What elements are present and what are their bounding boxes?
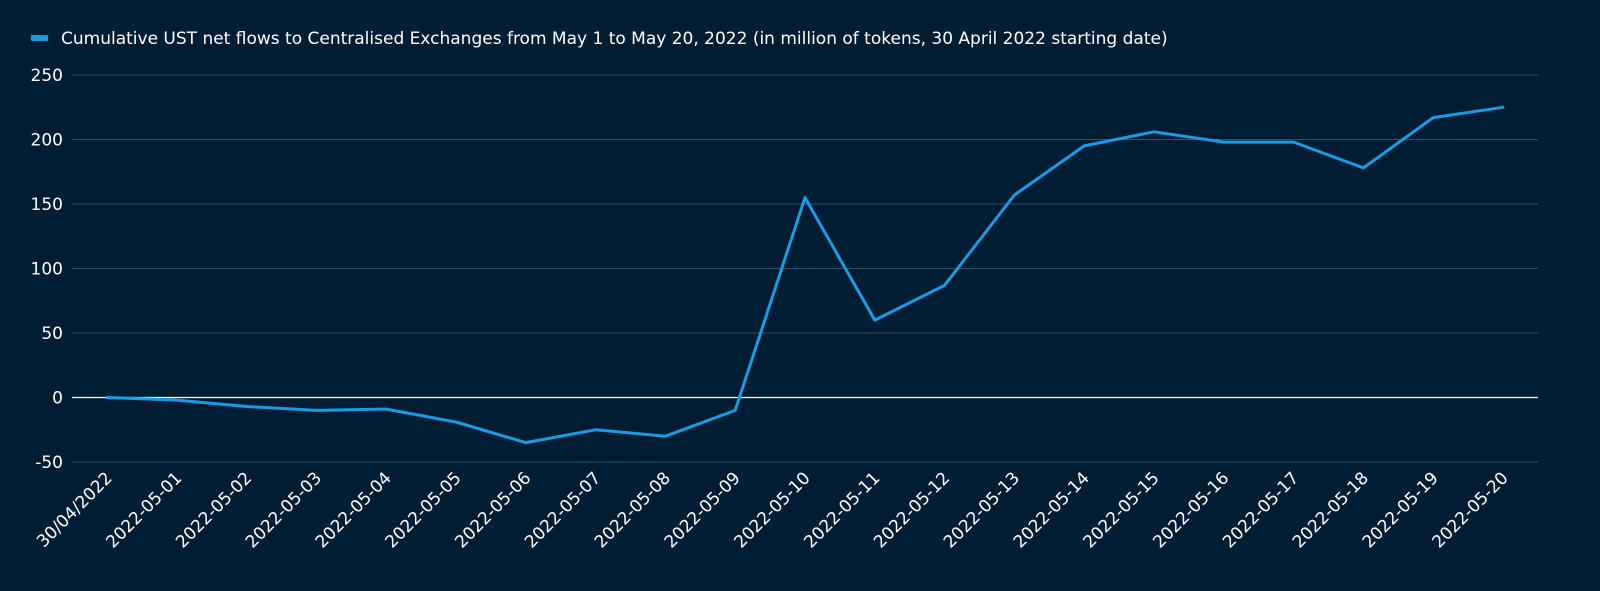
data-point [1360, 165, 1366, 171]
legend: Cumulative UST net flows to Centralised … [31, 29, 1168, 49]
y-axis-ticks: 250 200 150 100 50 0 -50 [31, 66, 63, 473]
data-point [732, 407, 738, 413]
data-point [1221, 139, 1227, 145]
y-tick-label: -50 [35, 453, 63, 473]
data-point [662, 433, 668, 439]
data-point [383, 406, 389, 412]
data-point [244, 404, 250, 410]
legend-label: Cumulative UST net flows to Centralised … [61, 29, 1168, 49]
data-point [872, 317, 878, 323]
data-point [313, 407, 319, 413]
data-point [453, 419, 459, 425]
gridlines [72, 74, 1538, 463]
data-point [1500, 104, 1506, 110]
data-point [523, 440, 529, 446]
data-point [1151, 129, 1157, 135]
x-axis-ticks: 30/04/20222022-05-012022-05-022022-05-03… [33, 468, 1512, 552]
data-point [802, 195, 808, 201]
data-point [942, 282, 948, 288]
data-point [1430, 115, 1436, 121]
data-point [174, 397, 180, 403]
series-line [105, 105, 1505, 445]
y-tick-label: 200 [31, 131, 63, 151]
series [104, 104, 1506, 446]
y-tick-label: 250 [31, 66, 63, 86]
y-tick-label: 150 [31, 195, 63, 215]
legend-swatch [31, 35, 48, 41]
y-tick-label: 100 [31, 260, 63, 280]
data-point [104, 395, 110, 401]
data-point [1011, 192, 1017, 198]
data-point [1291, 139, 1297, 145]
data-point [593, 427, 599, 433]
y-tick-label: 0 [52, 389, 63, 409]
y-tick-label: 50 [41, 324, 63, 344]
data-point [1081, 143, 1087, 149]
